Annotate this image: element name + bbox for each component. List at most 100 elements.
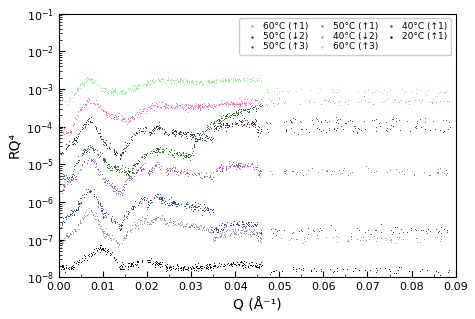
Point <box>239 118 247 123</box>
Point <box>208 207 215 212</box>
Point <box>235 117 243 122</box>
Point <box>82 192 89 197</box>
Point <box>209 229 217 234</box>
Point <box>236 163 244 168</box>
Point <box>63 142 70 147</box>
Point <box>410 172 418 177</box>
Point <box>134 111 142 116</box>
Point <box>251 263 258 269</box>
Point <box>282 127 290 132</box>
Point <box>255 264 262 270</box>
Point <box>321 118 328 123</box>
Point <box>204 267 212 272</box>
Point <box>153 152 161 157</box>
Point <box>290 229 297 234</box>
Point <box>228 163 235 168</box>
Point <box>115 111 123 116</box>
Point <box>296 228 304 233</box>
Point <box>200 225 207 230</box>
Point <box>142 197 150 203</box>
Point <box>131 174 138 179</box>
Point <box>146 105 153 110</box>
Point <box>215 102 222 107</box>
Point <box>253 78 261 84</box>
Point <box>249 223 256 228</box>
Point <box>199 265 206 271</box>
Point <box>348 170 355 175</box>
Point <box>116 265 124 270</box>
Point <box>94 100 101 106</box>
Point <box>238 227 246 232</box>
Point <box>257 78 265 83</box>
Point <box>179 268 186 273</box>
Point <box>176 222 183 227</box>
Point <box>70 92 78 97</box>
Point <box>196 103 203 108</box>
Point <box>236 229 244 234</box>
Point <box>266 271 274 277</box>
Point <box>114 114 122 119</box>
Point <box>171 198 178 204</box>
Point <box>101 235 109 241</box>
Point <box>111 163 119 168</box>
Point <box>223 125 230 130</box>
Point <box>215 121 222 126</box>
Point <box>390 270 398 275</box>
Point <box>222 114 230 119</box>
Point <box>181 129 189 134</box>
Point <box>187 266 195 271</box>
Point <box>128 167 136 172</box>
Point <box>252 222 259 227</box>
Point <box>74 158 82 163</box>
Point <box>208 264 215 269</box>
Point <box>329 98 337 103</box>
Point <box>164 132 171 137</box>
Point <box>190 265 198 270</box>
Point <box>84 75 91 80</box>
Point <box>247 100 254 105</box>
Point <box>110 216 118 221</box>
Point <box>172 168 180 173</box>
Point <box>131 87 138 92</box>
Point <box>187 137 195 142</box>
Point <box>221 78 228 83</box>
Point <box>285 238 293 243</box>
Point <box>169 152 176 157</box>
Point <box>146 103 153 108</box>
Point <box>113 114 120 119</box>
Point <box>228 263 235 268</box>
Point <box>201 78 209 83</box>
Point <box>224 103 231 108</box>
Point <box>209 225 216 230</box>
Point <box>201 135 209 140</box>
Point <box>171 129 178 134</box>
Point <box>162 199 169 204</box>
Point <box>234 111 242 116</box>
Point <box>142 125 150 130</box>
Point <box>236 161 243 166</box>
Point <box>247 162 255 167</box>
Point <box>397 264 405 270</box>
Point <box>163 165 171 170</box>
Point <box>225 75 232 80</box>
Point <box>174 172 181 177</box>
Point <box>174 221 182 226</box>
Point <box>224 227 231 233</box>
Point <box>102 108 110 114</box>
Point <box>256 236 264 241</box>
Point <box>437 237 445 242</box>
Point <box>231 119 239 124</box>
Point <box>68 213 76 218</box>
Point <box>196 134 204 139</box>
Point <box>173 203 181 208</box>
Point <box>299 229 306 234</box>
Point <box>117 266 125 271</box>
Point <box>217 163 225 168</box>
Point <box>106 252 114 257</box>
Point <box>168 130 176 136</box>
Point <box>209 121 217 126</box>
Point <box>70 140 77 145</box>
Point <box>74 131 82 137</box>
Point <box>304 167 312 173</box>
Point <box>58 265 66 270</box>
